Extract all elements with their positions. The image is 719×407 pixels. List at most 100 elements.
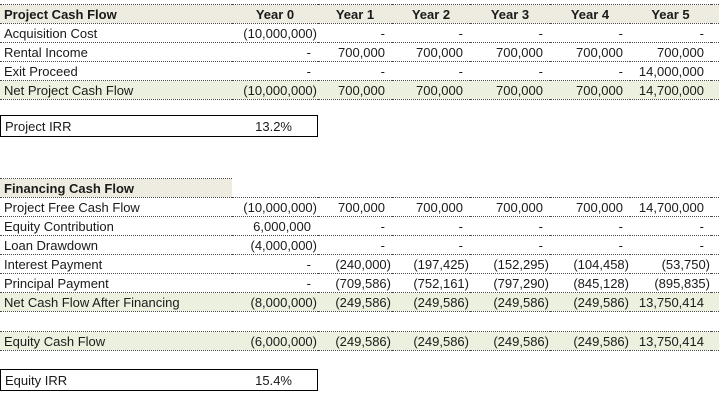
value-cell[interactable]: (10,000,000): [243, 25, 317, 41]
financing-table-title-cell[interactable]: Financing Cash Flow: [0, 178, 232, 198]
value-cell[interactable]: (752,161): [413, 275, 469, 291]
value-cell[interactable]: -: [306, 275, 311, 291]
row-label-cell[interactable]: Acquisition Cost: [4, 25, 98, 41]
value-cell[interactable]: -: [380, 218, 385, 234]
value-cell[interactable]: -: [380, 237, 385, 253]
value-cell[interactable]: -: [306, 256, 311, 272]
row-label-cell[interactable]: Interest Payment: [4, 256, 103, 272]
filler-cell: [711, 24, 719, 43]
value-cell[interactable]: -: [538, 25, 543, 41]
filler-cell: [711, 43, 719, 62]
value-cell[interactable]: (53,750): [661, 256, 710, 272]
value-cell[interactable]: 700,000: [550, 80, 630, 100]
value-cell[interactable]: (249,586): [318, 331, 392, 351]
row-label-cell[interactable]: Project Free Cash Flow: [4, 199, 140, 215]
value-cell[interactable]: -: [699, 218, 704, 234]
value-cell[interactable]: -: [380, 63, 385, 79]
table-row: Loan Drawdown (4,000,000) - - - - -: [0, 236, 719, 255]
value-cell[interactable]: 700,000: [392, 80, 470, 100]
value-cell[interactable]: (4,000,000): [250, 237, 318, 253]
value-cell[interactable]: 6,000,000: [253, 218, 311, 234]
value-cell[interactable]: (249,586): [392, 331, 470, 351]
row-label-cell[interactable]: Net Project Cash Flow: [0, 80, 232, 100]
value-cell[interactable]: 700,000: [416, 44, 463, 60]
value-cell[interactable]: 14,700,000: [630, 80, 711, 100]
value-cell[interactable]: -: [538, 63, 543, 79]
filler-cell: [711, 236, 719, 255]
value-cell[interactable]: 700,000: [338, 199, 385, 215]
row-label-cell[interactable]: Equity Contribution: [4, 218, 114, 234]
value-cell[interactable]: 700,000: [496, 199, 543, 215]
year-header-cell[interactable]: Year 5: [630, 4, 711, 24]
value-cell[interactable]: -: [618, 237, 623, 253]
value-cell[interactable]: 14,700,000: [638, 199, 704, 215]
value-cell[interactable]: (249,586): [550, 331, 630, 351]
value-cell[interactable]: -: [538, 237, 543, 253]
project-irr-value[interactable]: 13.2%: [255, 118, 292, 134]
value-cell[interactable]: -: [458, 237, 463, 253]
equity-irr-box: Equity IRR 15.4%: [0, 369, 318, 391]
project-irr-label[interactable]: Project IRR: [5, 118, 72, 134]
value-cell[interactable]: 700,000: [496, 44, 543, 60]
value-cell[interactable]: -: [458, 218, 463, 234]
value-cell[interactable]: -: [458, 25, 463, 41]
value-cell[interactable]: (895,835): [654, 275, 710, 291]
filler-cell: [711, 217, 719, 236]
value-cell[interactable]: (240,000): [335, 256, 391, 272]
value-cell[interactable]: 700,000: [470, 80, 550, 100]
value-cell[interactable]: (249,586): [470, 331, 550, 351]
value-cell[interactable]: (8,000,000): [232, 292, 318, 312]
project-table-header-row: Project Cash Flow Year 0 Year 1 Year 2 Y…: [0, 4, 719, 24]
year-header-cell[interactable]: Year 1: [318, 4, 392, 24]
value-cell[interactable]: 700,000: [576, 199, 623, 215]
filler-cell: [711, 255, 719, 274]
value-cell[interactable]: 14,000,000: [638, 63, 704, 79]
value-cell[interactable]: -: [618, 25, 623, 41]
row-label-cell[interactable]: Equity Cash Flow: [0, 331, 232, 351]
value-cell[interactable]: (152,295): [493, 256, 549, 272]
row-label-cell[interactable]: Principal Payment: [4, 275, 109, 291]
value-cell[interactable]: 13,750,414: [630, 292, 711, 312]
year-header-cell[interactable]: Year 4: [550, 4, 630, 24]
project-table-title-cell[interactable]: Project Cash Flow: [0, 4, 232, 24]
value-cell[interactable]: (709,586): [335, 275, 391, 291]
value-cell[interactable]: (249,586): [392, 292, 470, 312]
value-cell[interactable]: -: [306, 44, 311, 60]
year-header-cell[interactable]: Year 0: [232, 4, 318, 24]
value-cell[interactable]: 700,000: [657, 44, 704, 60]
value-cell[interactable]: -: [458, 63, 463, 79]
value-cell[interactable]: -: [306, 63, 311, 79]
value-cell[interactable]: (249,586): [550, 292, 630, 312]
value-cell[interactable]: -: [538, 218, 543, 234]
value-cell[interactable]: -: [699, 237, 704, 253]
value-cell[interactable]: (797,290): [493, 275, 549, 291]
value-cell[interactable]: (845,128): [573, 275, 629, 291]
value-cell[interactable]: -: [380, 25, 385, 41]
table-row: Interest Payment - (240,000) (197,425) (…: [0, 255, 719, 274]
value-cell[interactable]: 13,750,414: [630, 331, 711, 351]
year-header-cell[interactable]: Year 2: [392, 4, 470, 24]
value-cell[interactable]: 700,000: [576, 44, 623, 60]
filler-cell: [711, 62, 719, 81]
row-label-cell[interactable]: Net Cash Flow After Financing: [0, 292, 232, 312]
row-label-cell[interactable]: Rental Income: [4, 44, 88, 60]
value-cell[interactable]: -: [618, 218, 623, 234]
value-cell[interactable]: -: [699, 25, 704, 41]
value-cell[interactable]: -: [618, 63, 623, 79]
value-cell[interactable]: (104,458): [573, 256, 629, 272]
value-cell[interactable]: (197,425): [413, 256, 469, 272]
row-label-cell[interactable]: Loan Drawdown: [4, 237, 98, 253]
year-header-cell[interactable]: Year 3: [470, 4, 550, 24]
value-cell[interactable]: (249,586): [470, 292, 550, 312]
value-cell[interactable]: 700,000: [318, 80, 392, 100]
equity-irr-value[interactable]: 15.4%: [255, 372, 292, 388]
value-cell[interactable]: (10,000,000): [243, 199, 317, 215]
row-label-cell[interactable]: Exit Proceed: [4, 63, 78, 79]
value-cell[interactable]: (10,000,000): [232, 80, 318, 100]
value-cell[interactable]: 700,000: [338, 44, 385, 60]
value-cell[interactable]: (6,000,000): [232, 331, 318, 351]
equity-irr-label[interactable]: Equity IRR: [5, 372, 68, 388]
filler-cell: [711, 198, 719, 217]
value-cell[interactable]: 700,000: [416, 199, 463, 215]
value-cell[interactable]: (249,586): [318, 292, 392, 312]
